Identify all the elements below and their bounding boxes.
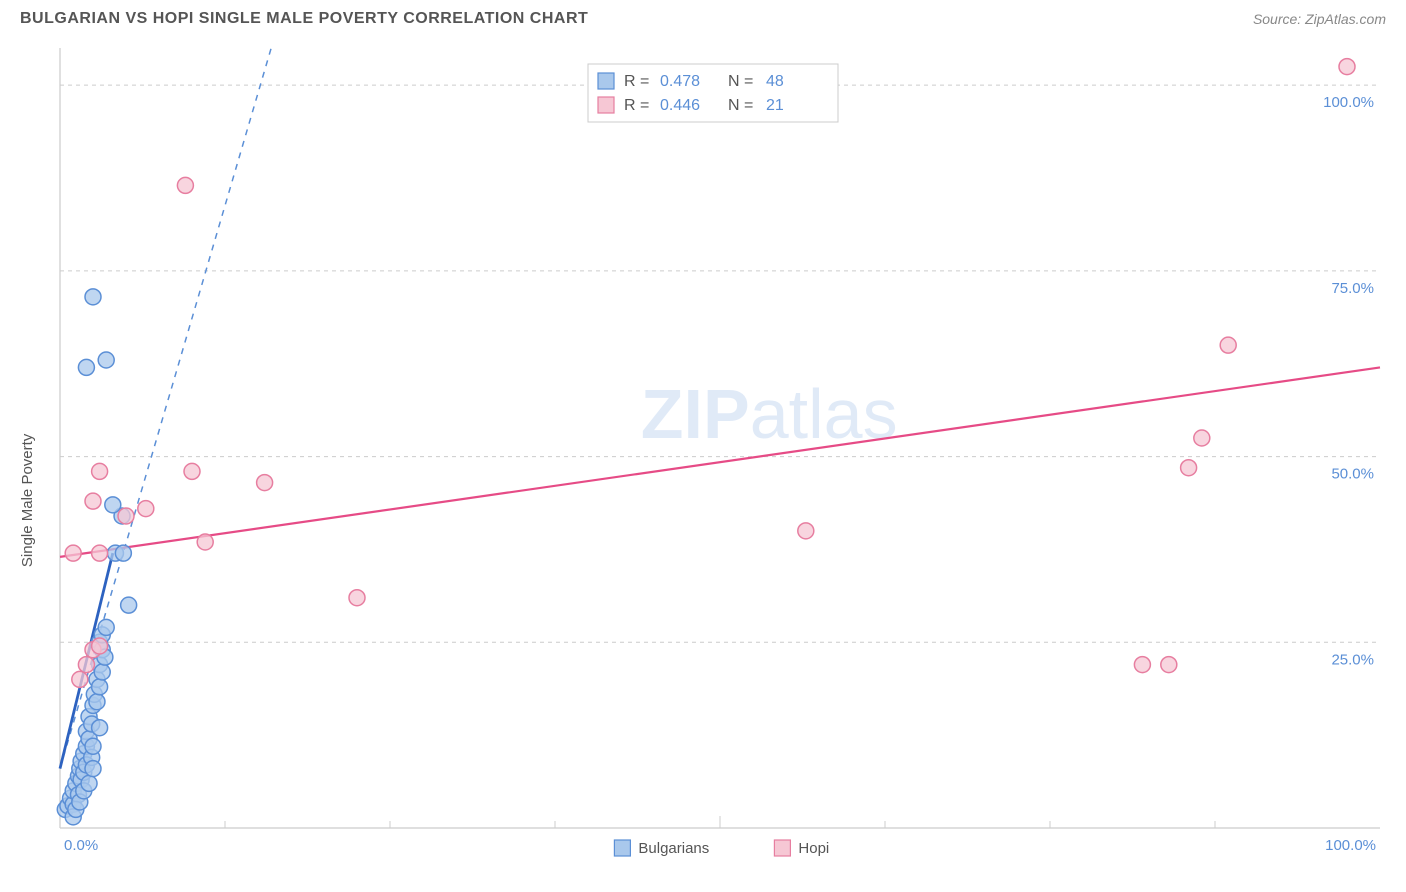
x-tick-label: 100.0%	[1325, 837, 1376, 854]
legend-r-value: 0.478	[660, 73, 700, 90]
data-point	[121, 597, 137, 613]
series-swatch	[774, 840, 790, 856]
y-tick-label: 50.0%	[1331, 466, 1374, 483]
data-point	[92, 679, 108, 695]
series-name: Bulgarians	[638, 840, 709, 857]
legend-n-value: 48	[766, 73, 784, 90]
data-point	[78, 657, 94, 673]
data-point	[1194, 430, 1210, 446]
source-label: Source: ZipAtlas.com	[1253, 11, 1386, 27]
y-tick-label: 100.0%	[1323, 94, 1374, 111]
data-point	[85, 738, 101, 754]
data-point	[257, 475, 273, 491]
legend-n-value: 21	[766, 97, 784, 114]
data-point	[118, 508, 134, 524]
series-name: Hopi	[798, 840, 829, 857]
data-point	[92, 720, 108, 736]
x-tick-label: 0.0%	[64, 837, 98, 854]
data-point	[177, 177, 193, 193]
data-point	[85, 493, 101, 509]
data-point	[85, 289, 101, 305]
data-point	[798, 523, 814, 539]
data-point	[98, 619, 114, 635]
data-point	[81, 775, 97, 791]
data-point	[85, 761, 101, 777]
data-point	[105, 497, 121, 513]
data-point	[92, 638, 108, 654]
chart-title: BULGARIAN VS HOPI SINGLE MALE POVERTY CO…	[20, 10, 588, 28]
data-point	[98, 352, 114, 368]
legend-r-label: R =	[624, 97, 649, 114]
data-point	[1220, 337, 1236, 353]
data-point	[1339, 59, 1355, 75]
data-point	[197, 534, 213, 550]
data-point	[1181, 460, 1197, 476]
y-tick-label: 25.0%	[1331, 651, 1374, 668]
data-point	[184, 463, 200, 479]
y-tick-label: 75.0%	[1331, 280, 1374, 297]
legend-n-label: N =	[728, 97, 753, 114]
data-point	[72, 671, 88, 687]
data-point	[115, 545, 131, 561]
data-point	[1161, 657, 1177, 673]
data-point	[65, 545, 81, 561]
data-point	[92, 463, 108, 479]
legend-r-value: 0.446	[660, 97, 700, 114]
scatter-chart: ZIPatlas25.0%50.0%75.0%100.0%0.0%100.0%S…	[10, 38, 1396, 868]
series-swatch	[614, 840, 630, 856]
data-point	[1134, 657, 1150, 673]
legend-swatch	[598, 97, 614, 113]
data-point	[94, 664, 110, 680]
legend-r-label: R =	[624, 73, 649, 90]
chart-container: ZIPatlas25.0%50.0%75.0%100.0%0.0%100.0%S…	[10, 38, 1396, 868]
data-point	[138, 501, 154, 517]
data-point	[92, 545, 108, 561]
data-point	[349, 590, 365, 606]
data-point	[78, 359, 94, 375]
legend-swatch	[598, 73, 614, 89]
legend-n-label: N =	[728, 73, 753, 90]
data-point	[89, 694, 105, 710]
y-axis-label: Single Male Poverty	[19, 433, 36, 567]
